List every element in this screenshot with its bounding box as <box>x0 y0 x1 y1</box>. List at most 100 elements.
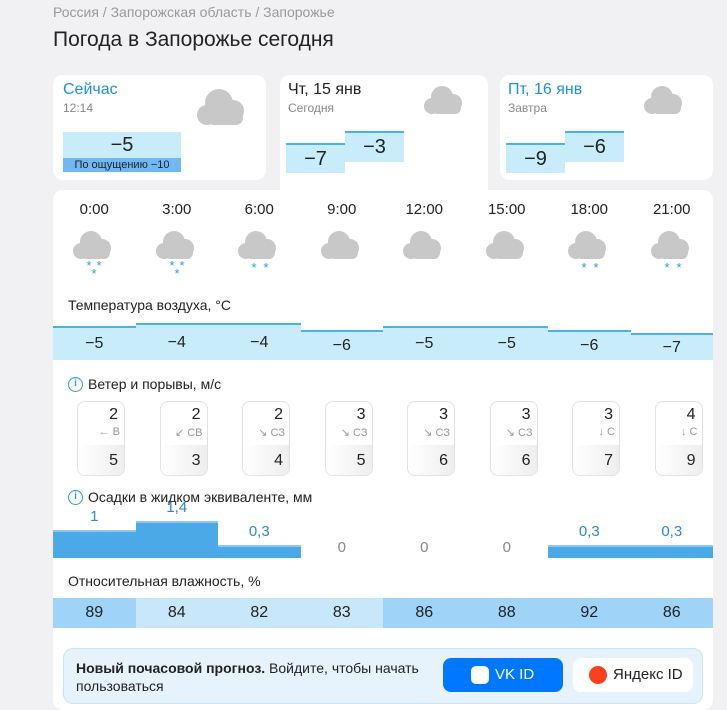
svg-text:*: * <box>581 260 586 275</box>
wind-speed: 3 <box>604 406 613 423</box>
weather-icon: * ** <box>73 231 111 278</box>
precip-bar <box>135 521 218 558</box>
precip-value: 0 <box>420 539 429 556</box>
temp-title: Температура воздуха, °C <box>68 297 231 313</box>
day-label: Чт, 15 янв <box>288 81 362 98</box>
weather-icon: ** <box>568 231 606 275</box>
humidity-cell: 89 <box>53 598 136 628</box>
day-temp: −3 <box>345 131 404 162</box>
humidity-cell: 82 <box>218 598 301 628</box>
wind-direction: ↙ СВ <box>174 427 203 439</box>
weather-icon: ** <box>238 231 276 275</box>
wind-direction: ↓ С <box>681 426 698 438</box>
wind-speed: 2 <box>191 406 201 423</box>
weather-icon <box>403 231 441 259</box>
precip-title: Осадки в жидком эквиваленте, мм <box>88 489 313 505</box>
svg-text:*: * <box>169 258 174 273</box>
weather-icon <box>485 231 524 259</box>
hourly-panel: 0:00 * * * 3:00 * * * 6:00 * * 9:00 12:00 15:00 18:00 *… <box>53 190 713 710</box>
humidity-cell: 88 <box>465 598 548 628</box>
day-card[interactable]: Чт, 15 янв Сегодня −7−3 **** <box>280 75 488 205</box>
login-banner: Новый почасовой прогноз. Войдите, чтобы … <box>63 648 703 704</box>
night-temp: −7 <box>286 143 345 173</box>
humidity-cell: 83 <box>300 598 383 628</box>
now-label: Сейчас <box>63 81 118 98</box>
page-title: Погода в Запорожье сегодня <box>53 28 334 51</box>
wind-direction: ↘ СЗ <box>423 427 450 439</box>
precip-value: 1 <box>90 508 99 525</box>
precip-value: 0,3 <box>248 523 270 541</box>
info-icon[interactable]: i <box>68 490 83 505</box>
precip-bar <box>53 530 136 558</box>
wind-box: 3 ↘ СЗ 5 <box>324 401 373 476</box>
info-icon[interactable]: i <box>68 377 83 392</box>
wind-speed: 2 <box>274 406 283 423</box>
hour-label: 21:00 <box>652 201 691 218</box>
day-label: Пт, 16 янв <box>508 81 583 98</box>
precip-value: 0 <box>337 539 346 556</box>
wind-gust: 5 <box>325 445 372 475</box>
svg-text:*: * <box>593 260 598 275</box>
svg-text:*: * <box>174 266 179 278</box>
svg-text:*: * <box>91 266 96 278</box>
precip-value: 0 <box>502 539 511 556</box>
hour-label: 9:00 <box>327 201 357 218</box>
weather-icon: **** <box>424 86 462 114</box>
vk-button[interactable]: VK ID <box>443 658 563 692</box>
hour-label: 18:00 <box>570 201 609 218</box>
day-sub: Завтра <box>508 101 547 115</box>
wind-direction: ↘ СЗ <box>505 427 533 439</box>
wind-box: 2 ↘ СЗ 4 <box>242 401 290 476</box>
wind-box: 3 ↘ СЗ 6 <box>489 401 538 476</box>
wind-direction: ↓ С <box>598 426 616 438</box>
svg-text:*: * <box>96 258 101 273</box>
wind-speed: 3 <box>439 406 448 423</box>
breadcrumbs: Россия / Запорожская область / Запорожье <box>53 4 335 20</box>
precip-bar <box>630 545 713 558</box>
svg-text:*: * <box>179 258 184 273</box>
weather-icon <box>320 231 359 259</box>
banner-message: Войдите, чтобы начать пользоваться <box>76 660 419 694</box>
now-feels: По ощущению −10 <box>63 158 181 172</box>
temp-cell: −4 <box>218 323 301 360</box>
temp-cell: −7 <box>630 332 713 360</box>
hour-label: 0:00 <box>79 201 109 218</box>
wind-gust: 6 <box>408 445 454 475</box>
svg-text:*: * <box>664 260 669 275</box>
wind-speed: 3 <box>521 406 531 423</box>
wind-gust: 9 <box>655 445 702 475</box>
svg-text:*: * <box>251 260 256 275</box>
hour-label: 12:00 <box>405 201 444 218</box>
now-card[interactable]: Сейчас 12:14 −5 По ощущению −10 <box>53 75 266 180</box>
precip-bar <box>218 545 301 558</box>
temp-cell: −6 <box>548 329 631 360</box>
banner-bold: Новый почасовой прогноз. <box>76 660 266 676</box>
weather-icon: ** <box>650 231 689 275</box>
wind-direction: ← В <box>98 426 120 438</box>
wind-speed: 2 <box>109 406 118 423</box>
day-card[interactable]: Пт, 16 янв Завтра −9−6 ** <box>500 75 713 180</box>
precip-value: 1,4 <box>166 499 188 517</box>
precip-bar <box>548 545 631 558</box>
cloud-icon <box>197 89 244 125</box>
wind-box: 2 ← В 5 <box>77 401 125 476</box>
wind-box: 3 ↘ СЗ 6 <box>407 401 455 476</box>
wind-direction: ↘ СЗ <box>258 427 285 439</box>
wind-box: 3 ↓ С 7 <box>572 401 620 476</box>
vk-logo <box>471 666 489 684</box>
wind-title: Ветер и порывы, м/с <box>88 376 222 392</box>
svg-text:*: * <box>263 260 268 275</box>
hour-label: 6:00 <box>244 201 274 218</box>
wind-gust: 7 <box>573 445 619 475</box>
now-time: 12:14 <box>63 101 94 115</box>
humidity-title: Относительная влажность, % <box>68 573 261 589</box>
night-temp: −9 <box>506 143 565 173</box>
temp-cell: −6 <box>300 329 383 360</box>
svg-text:*: * <box>676 260 681 275</box>
banner-text: Новый почасовой прогноз. Войдите, чтобы … <box>76 659 436 695</box>
day-temp: −6 <box>565 131 624 162</box>
now-temp: −5 <box>63 132 181 158</box>
precip-value: 0,3 <box>661 523 683 541</box>
wind-speed: 4 <box>686 406 696 423</box>
yandex-button[interactable]: Яндекс ID <box>573 658 693 692</box>
